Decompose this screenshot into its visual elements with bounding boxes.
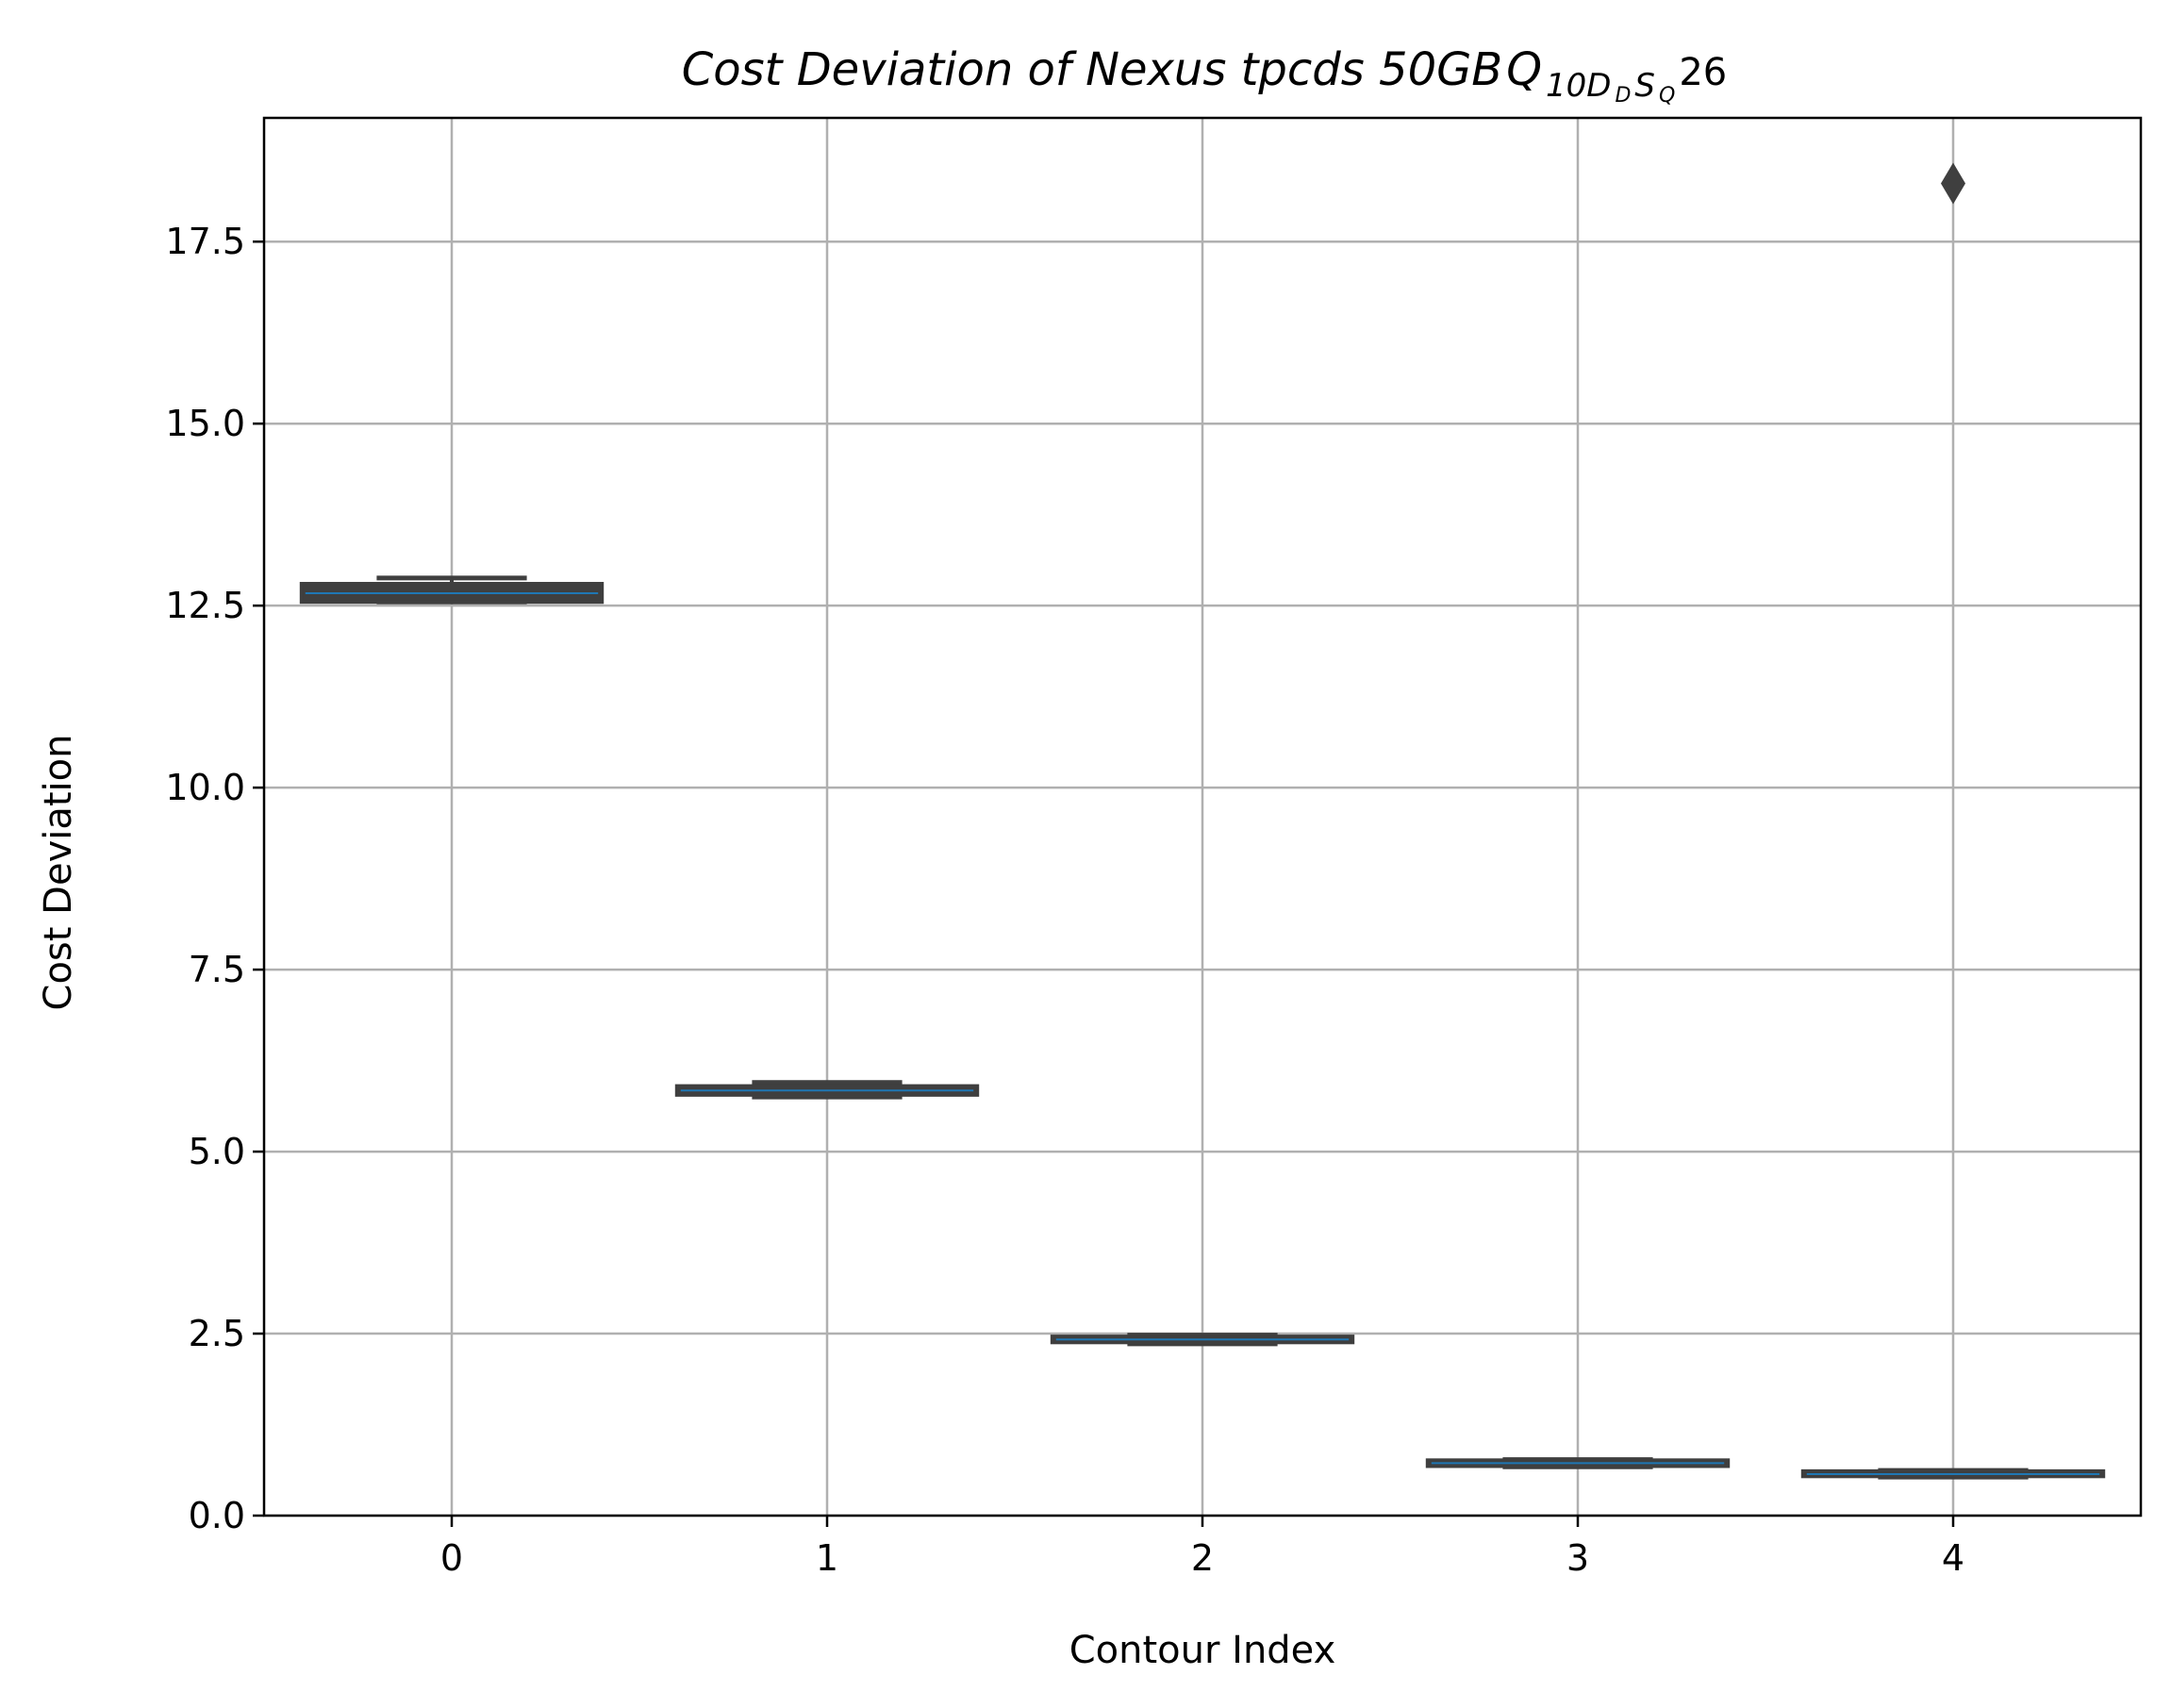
chart-title-sub-q: Q [1659, 84, 1675, 108]
box-category-4 [1800, 162, 2106, 1480]
y-tick-label: 12.5 [165, 585, 245, 626]
chart-title-text: Cost Deviation of Nexus tpcds 50GB [682, 43, 1503, 96]
chart-title-q: Q [1506, 43, 1542, 96]
y-tick-label: 10.0 [165, 767, 245, 808]
grid-lines [264, 118, 2141, 1517]
box-category-1 [674, 1080, 980, 1100]
x-axis-label: Contour Index [1069, 1629, 1336, 1672]
chart-title-tail: 26 [1679, 51, 1727, 94]
chart-title-sub-main: 10D [1546, 67, 1611, 105]
x-tick-label: 2 [1191, 1537, 1214, 1579]
x-tick-label: 0 [440, 1537, 463, 1579]
y-tick-label: 5.0 [189, 1131, 245, 1172]
box-category-3 [1425, 1457, 1731, 1469]
y-tick-label: 0.0 [189, 1495, 245, 1536]
chart-title: Cost Deviation of Nexus tpcds 50GB Q 10D… [682, 43, 1728, 108]
x-tick-label: 1 [816, 1537, 838, 1579]
y-tick-label: 2.5 [189, 1313, 245, 1354]
boxes-layer [299, 162, 2106, 1480]
y-tick-label: 17.5 [165, 221, 245, 262]
y-axis-label: Cost Deviation [37, 735, 80, 1011]
box-category-2 [1050, 1333, 1355, 1347]
outlier-point [1941, 162, 1965, 205]
x-axis-ticks: 0 1 2 3 4 [440, 1516, 1964, 1579]
box-category-0 [299, 575, 605, 605]
x-tick-label: 4 [1942, 1537, 1964, 1579]
chart-title-sub-d: D [1615, 84, 1631, 108]
y-tick-label: 15.0 [165, 403, 245, 444]
y-axis-ticks: 0.0 2.5 5.0 7.5 10.0 12.5 15.0 17.5 [165, 221, 264, 1536]
y-tick-label: 7.5 [189, 949, 245, 990]
x-tick-label: 3 [1566, 1537, 1589, 1579]
chart-title-sub-s: S [1634, 67, 1655, 105]
